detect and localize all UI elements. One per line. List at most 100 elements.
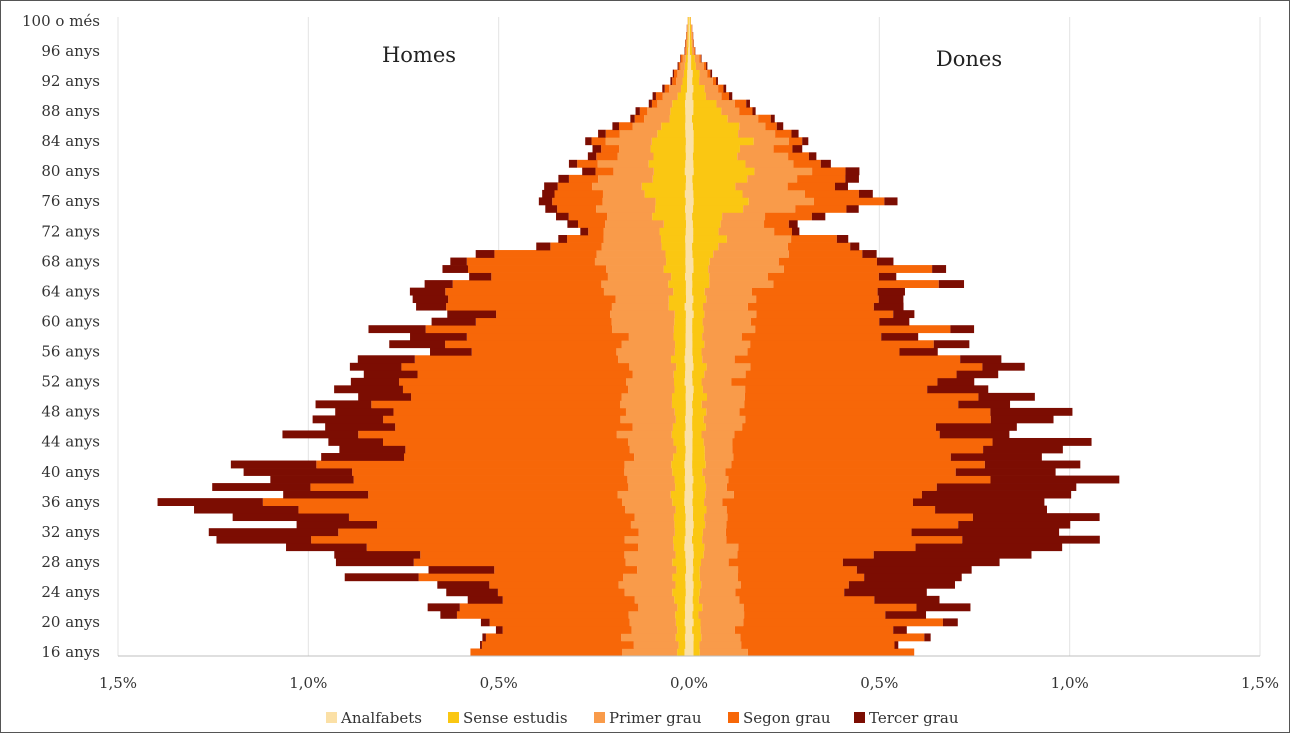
- bar-dones-89-segon-grau: [734, 99, 747, 108]
- bar-homes-52-segon-grau: [399, 377, 627, 386]
- bar-homes-85-primer-grau: [619, 129, 658, 138]
- bar-homes-83-analfabets: [685, 144, 689, 153]
- bar-dones-73-tercer-grau: [788, 219, 798, 228]
- bar-homes-33-primer-grau: [630, 520, 675, 529]
- bar-dones-78-tercer-grau: [834, 182, 848, 191]
- bar-homes-58-tercer-grau: [410, 332, 467, 341]
- bar-dones-64-sense-estudis: [692, 287, 705, 296]
- bar-dones-67-analfabets: [689, 265, 694, 273]
- bar-homes-33-tercer-grau: [296, 520, 377, 529]
- bar-homes-84-sense-estudis: [651, 137, 686, 146]
- bar-homes-93-analfabets: [687, 69, 689, 78]
- bar-dones-74-analfabets: [689, 212, 693, 221]
- bar-dones-87-tercer-grau: [770, 114, 775, 123]
- bar-homes-69-segon-grau: [494, 250, 597, 258]
- bar-dones-35-sense-estudis: [693, 505, 707, 514]
- bar-homes-76-analfabets: [685, 197, 689, 206]
- bar-dones-69-tercer-grau: [862, 250, 877, 258]
- bar-dones-34-primer-grau: [704, 513, 728, 522]
- bar-homes-75-primer-grau: [596, 204, 656, 213]
- left-side-label: Homes: [382, 43, 456, 67]
- bar-dones-38-tercer-grau: [936, 483, 1077, 491]
- bar-homes-71-sense-estudis: [661, 235, 686, 243]
- bar-homes-48-analfabets: [685, 407, 689, 416]
- bar-dones-38-primer-grau: [706, 483, 727, 491]
- bar-homes-56-primer-grau: [616, 347, 675, 356]
- bar-homes-91-segon-grau: [664, 84, 670, 93]
- bar-homes-86-segon-grau: [619, 122, 633, 131]
- y-tick-label: 92 anys: [41, 72, 100, 90]
- bar-dones-68-segon-grau: [778, 257, 877, 266]
- bar-homes-71-tercer-grau: [558, 235, 568, 243]
- legend-swatch: [594, 712, 605, 723]
- bar-homes-81-sense-estudis: [648, 159, 686, 168]
- bar-dones-62-analfabets: [689, 302, 693, 311]
- bar-dones-40-analfabets: [689, 468, 693, 476]
- bar-homes-91-tercer-grau: [662, 84, 665, 93]
- bar-dones-81-segon-grau: [793, 159, 821, 168]
- bar-dones-67-segon-grau: [783, 265, 933, 273]
- bar-homes-85-sense-estudis: [657, 129, 686, 138]
- bar-homes-63-segon-grau: [448, 295, 616, 304]
- bar-dones-80-primer-grau: [754, 167, 813, 176]
- bar-dones-68-tercer-grau: [876, 257, 894, 266]
- bar-homes-37-tercer-grau: [283, 490, 369, 499]
- x-tick-label: 1,5%: [99, 674, 137, 692]
- bar-dones-89-analfabets: [689, 99, 694, 108]
- bar-dones-77-primer-grau: [742, 189, 805, 198]
- bar-homes-39-segon-grau: [353, 475, 628, 484]
- bar-dones-21-segon-grau: [744, 610, 886, 619]
- bar-dones-23-analfabets: [689, 595, 693, 604]
- bar-dones-56-tercer-grau: [899, 347, 938, 356]
- bar-homes-31-sense-estudis: [673, 535, 685, 544]
- bar-dones-16-sense-estudis: [693, 648, 700, 657]
- bar-dones-51-segon-grau: [745, 385, 928, 394]
- bar-dones-58-tercer-grau: [881, 332, 919, 341]
- bar-homes-70-segon-grau: [550, 242, 602, 251]
- bar-homes-17-sense-estudis: [678, 640, 686, 649]
- bar-dones-52-tercer-grau: [937, 377, 975, 386]
- bar-dones-53-sense-estudis: [692, 370, 705, 379]
- bar-dones-92-sense-estudis: [692, 77, 700, 86]
- bar-dones-25-tercer-grau: [848, 580, 955, 589]
- bar-homes-80-analfabets: [684, 167, 689, 176]
- bar-homes-92-analfabets: [687, 77, 689, 86]
- bar-homes-67-tercer-grau: [442, 265, 468, 273]
- bar-homes-41-tercer-grau: [230, 460, 317, 469]
- bar-dones-78-segon-grau: [787, 182, 835, 191]
- bar-dones-84-primer-grau: [753, 137, 789, 146]
- bar-dones-37-sense-estudis: [693, 490, 706, 499]
- bar-dones-91-primer-grau: [704, 84, 719, 93]
- bar-homes-61-analfabets: [685, 310, 689, 319]
- bar-homes-68-primer-grau: [594, 257, 667, 266]
- bar-homes-69-sense-estudis: [665, 250, 686, 258]
- bar-dones-78-analfabets: [689, 182, 693, 191]
- bar-homes-47-segon-grau: [383, 415, 621, 424]
- bar-homes-94-sense-estudis: [684, 62, 688, 70]
- bar-dones-40-segon-grau: [725, 468, 956, 476]
- bar-dones-32-primer-grau: [702, 528, 726, 537]
- bar-dones-29-tercer-grau: [873, 550, 1032, 559]
- bar-dones-27-primer-grau: [699, 565, 739, 574]
- bar-homes-81-segon-grau: [577, 159, 598, 168]
- bar-homes-79-tercer-grau: [558, 174, 569, 183]
- bar-dones-33-sense-estudis: [693, 520, 706, 529]
- bar-homes-61-segon-grau: [496, 310, 611, 319]
- bar-homes-83-sense-estudis: [650, 144, 686, 153]
- bar-homes-45-analfabets: [684, 430, 689, 439]
- bar-homes-27-analfabets: [686, 565, 689, 574]
- bar-dones-55-segon-grau: [734, 355, 961, 364]
- bar-dones-39-segon-grau: [728, 475, 991, 484]
- bar-dones-24-tercer-grau: [844, 588, 927, 597]
- bar-dones-28-analfabets: [689, 558, 693, 567]
- bar-homes-42-primer-grau: [634, 453, 674, 461]
- bar-homes-84-segon-grau: [591, 137, 606, 146]
- bar-homes-20-tercer-grau: [480, 618, 490, 627]
- y-tick-label: 72 anys: [41, 222, 100, 240]
- bar-homes-30-analfabets: [684, 543, 689, 552]
- bar-homes-51-sense-estudis: [674, 385, 686, 394]
- bar-homes-32-sense-estudis: [674, 528, 686, 537]
- bar-dones-45-primer-grau: [701, 430, 735, 439]
- bar-dones-86-segon-grau: [765, 122, 777, 131]
- bar-homes-62-sense-estudis: [668, 302, 685, 311]
